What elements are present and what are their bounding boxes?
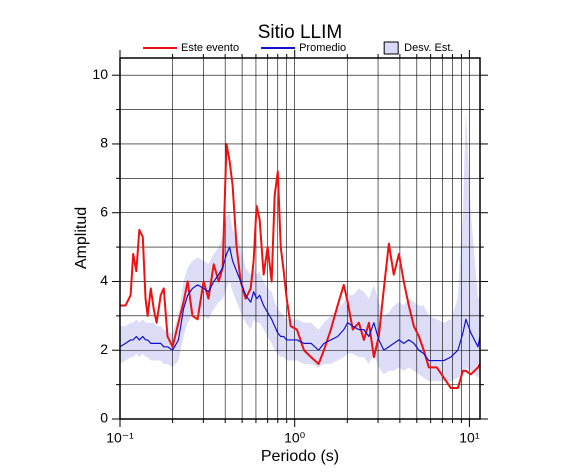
chart-title: Sitio LLIM xyxy=(258,22,342,43)
y-tick-label: 6 xyxy=(100,203,108,219)
x-tick-label: 10⁰ xyxy=(284,430,306,446)
plot-frame xyxy=(119,57,481,420)
series-line xyxy=(120,142,481,390)
y-tick-label: 8 xyxy=(100,135,108,151)
y-axis-label: Amplitud xyxy=(73,207,90,269)
y-tick-label: 10 xyxy=(92,66,108,82)
legend-swatch xyxy=(383,41,399,55)
x-tick-label: 10¹ xyxy=(459,430,480,446)
legend-label: Promedio xyxy=(299,42,346,54)
legend-label: Desv. Est. xyxy=(404,42,453,54)
x-axis-label: Periodo (s) xyxy=(261,448,339,465)
y-tick-label: 4 xyxy=(100,272,108,288)
std-band xyxy=(120,109,480,382)
x-tick-label: 10⁻¹ xyxy=(106,430,134,446)
y-tick-label: 0 xyxy=(100,410,108,426)
series-line xyxy=(119,246,481,362)
legend-label: Este evento xyxy=(181,42,239,54)
y-tick-label: 2 xyxy=(100,341,108,357)
